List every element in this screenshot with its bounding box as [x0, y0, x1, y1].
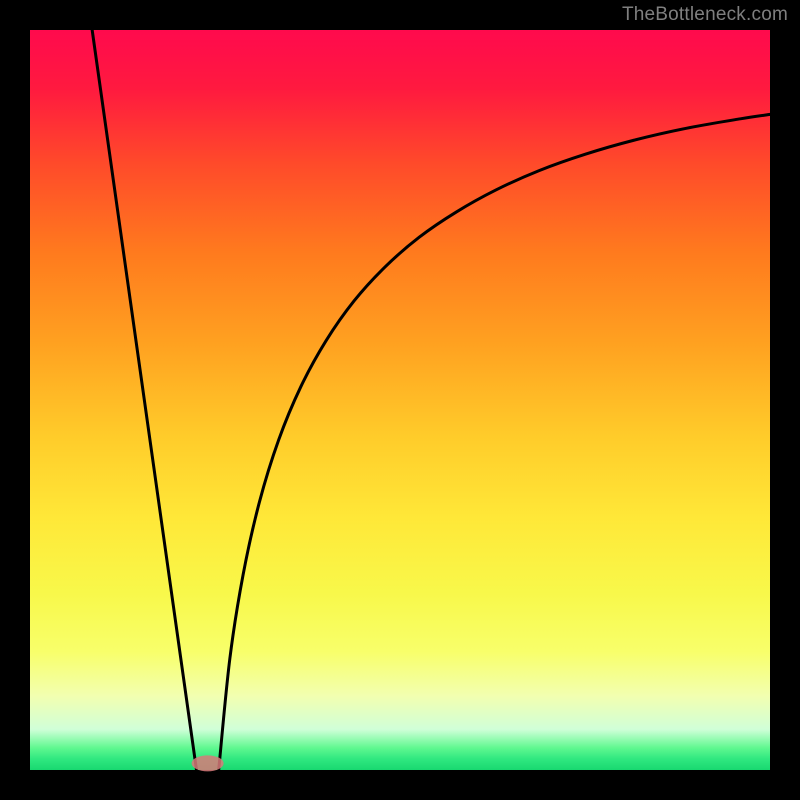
attribution-text: TheBottleneck.com: [622, 4, 788, 26]
chart-svg: [0, 0, 800, 800]
plot-area: [30, 30, 770, 770]
bottleneck-chart: TheBottleneck.com: [0, 0, 800, 800]
optimal-marker: [192, 755, 224, 771]
